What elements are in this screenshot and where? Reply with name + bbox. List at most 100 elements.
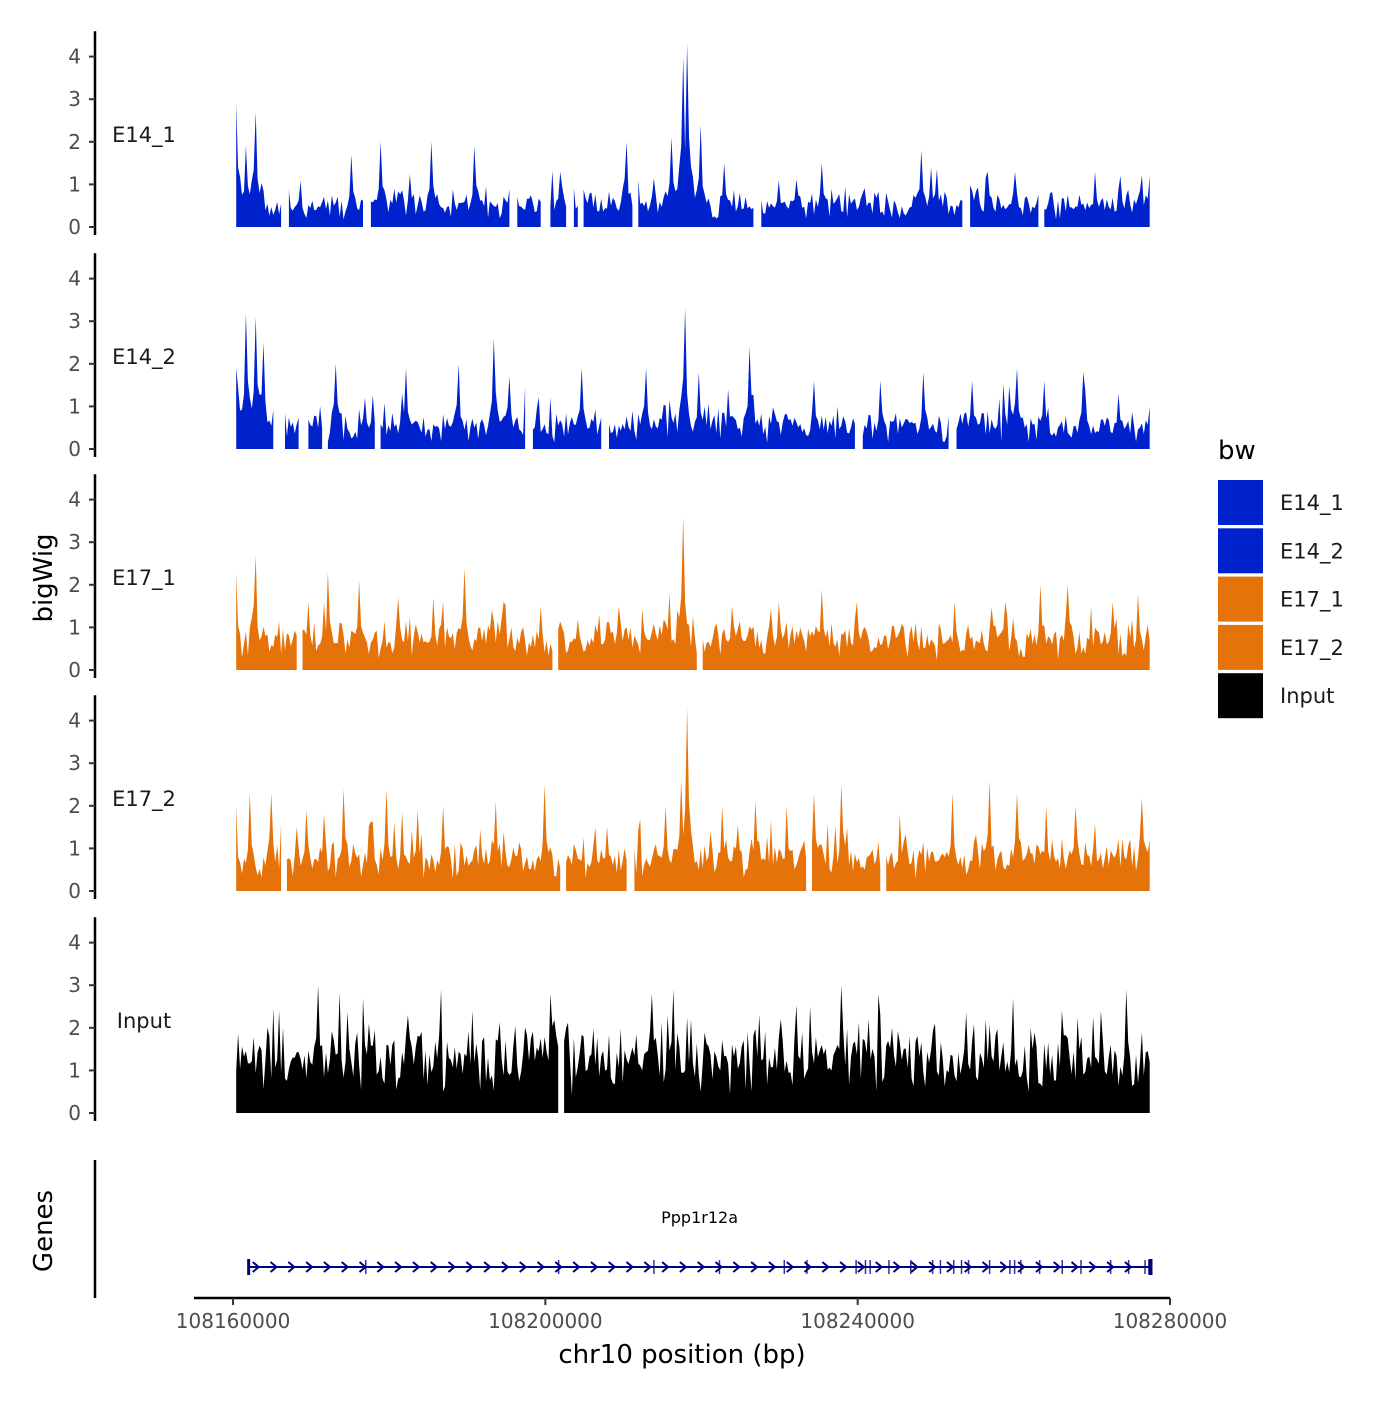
strand-arrow bbox=[625, 1261, 635, 1273]
strand-arrow bbox=[732, 1261, 741, 1273]
signal-area-E14_1 bbox=[573, 188, 578, 227]
y-tick-label: 2 bbox=[68, 352, 81, 376]
y-tick-label: 3 bbox=[68, 530, 81, 554]
signal-area-E14_1 bbox=[517, 195, 541, 227]
y-tick-label: 0 bbox=[68, 437, 81, 461]
y-tick-label: 3 bbox=[68, 751, 81, 775]
signal-area-E14_1 bbox=[583, 141, 633, 227]
gene-label: Ppp1r12a bbox=[661, 1208, 738, 1227]
track-E17_2: 0 1 2 3 4 E17_2 bbox=[68, 695, 1150, 903]
strand-arrow bbox=[1017, 1261, 1026, 1273]
x-axis: 108160000 108200000 108240000 108280000 bbox=[176, 1296, 1228, 1333]
signal-area-E17_2 bbox=[634, 707, 807, 891]
y-tick-label: 1 bbox=[68, 1058, 81, 1082]
strand-arrow bbox=[661, 1261, 670, 1273]
y-tick-label: 0 bbox=[68, 215, 81, 239]
legend-label-Input: Input bbox=[1280, 684, 1334, 708]
strand-arrow bbox=[394, 1261, 403, 1273]
track-label: E14_2 bbox=[112, 345, 176, 370]
signal-area-E14_2 bbox=[380, 338, 526, 449]
signal-area-E14_1 bbox=[638, 43, 754, 227]
signal-area-Input bbox=[236, 985, 559, 1113]
legend-swatch-E14_2 bbox=[1218, 528, 1263, 574]
x-tick-label: 108200000 bbox=[488, 1309, 603, 1333]
y-tick-label: 3 bbox=[68, 973, 81, 997]
y-tick-label: 4 bbox=[68, 709, 81, 733]
strand-arrow bbox=[697, 1261, 706, 1273]
track-Input: 0 1 2 3 4 Input bbox=[68, 917, 1150, 1125]
y-tick-label: 3 bbox=[68, 87, 81, 111]
legend-swatch-E17_1 bbox=[1218, 576, 1263, 622]
strand-arrow bbox=[1088, 1261, 1097, 1273]
signal-area-E14_2 bbox=[285, 412, 299, 449]
legend-label-E14_1: E14_1 bbox=[1280, 491, 1344, 516]
signal-area-E17_1 bbox=[302, 567, 553, 670]
strand-arrow bbox=[590, 1261, 599, 1273]
strand-arrow bbox=[875, 1261, 884, 1273]
track-label: E14_1 bbox=[112, 123, 176, 148]
strand-arrow bbox=[447, 1261, 457, 1273]
strand-arrow bbox=[999, 1261, 1008, 1273]
signal-area-E14_1 bbox=[370, 141, 510, 227]
strand-arrow bbox=[946, 1261, 955, 1273]
strand-arrow bbox=[679, 1261, 688, 1273]
x-tick-label: 108160000 bbox=[176, 1309, 291, 1333]
y-tick-label: 0 bbox=[68, 879, 81, 903]
strand-arrow bbox=[768, 1261, 777, 1273]
strand-arrow bbox=[1053, 1261, 1062, 1273]
y-tick-label: 2 bbox=[68, 794, 81, 818]
genes-axis-title: Genes bbox=[29, 1190, 59, 1272]
track-E17_1: 0 1 2 3 4 E17_1 bbox=[68, 474, 1150, 682]
signal-area-E14_2 bbox=[956, 368, 1150, 449]
legend-label-E14_2: E14_2 bbox=[1280, 539, 1344, 564]
signal-area-Input bbox=[564, 985, 1150, 1113]
legend-title: bw bbox=[1218, 436, 1256, 466]
y-tick-label: 4 bbox=[68, 488, 81, 512]
signal-area-E17_1 bbox=[236, 555, 297, 670]
signal-area-E17_2 bbox=[236, 793, 282, 891]
strand-arrow bbox=[981, 1261, 991, 1273]
signal-area-E14_2 bbox=[236, 312, 274, 449]
signal-area-E14_2 bbox=[609, 308, 855, 449]
strand-arrow bbox=[341, 1261, 350, 1273]
signal-area-E17_1 bbox=[702, 584, 1150, 670]
strand-arrow bbox=[287, 1261, 296, 1273]
strand-arrow bbox=[1106, 1261, 1115, 1273]
signal-area-E14_1 bbox=[550, 170, 567, 227]
strand-arrow bbox=[608, 1261, 617, 1273]
y-tick-label: 4 bbox=[68, 931, 81, 955]
legend-swatch-E17_2 bbox=[1218, 624, 1263, 670]
signal-area-E14_1 bbox=[236, 103, 282, 227]
strand-arrow bbox=[412, 1261, 421, 1273]
strand-arrow bbox=[269, 1261, 279, 1273]
track-label: E17_2 bbox=[112, 787, 176, 812]
signal-area-E17_1 bbox=[558, 516, 697, 670]
strand-arrow bbox=[1124, 1261, 1133, 1273]
bigwig-tracks: 0 1 2 3 4 E14_1 0 1 2 3 4 E14_2 0 1 2 3 4 E17_1 0 1 2 3 4 E17_2… bbox=[68, 31, 1150, 1125]
signal-area-E17_2 bbox=[812, 784, 881, 891]
strand-arrow bbox=[928, 1261, 937, 1273]
strand-arrow bbox=[376, 1261, 385, 1273]
track-E14_1: 0 1 2 3 4 E14_1 bbox=[68, 31, 1150, 239]
legend-swatch-Input bbox=[1218, 673, 1263, 719]
x-axis-title: chr10 position (bp) bbox=[558, 1340, 805, 1370]
track-label: E17_1 bbox=[112, 566, 176, 591]
signal-area-E17_2 bbox=[566, 826, 627, 891]
legend-label-E17_2: E17_2 bbox=[1280, 636, 1344, 661]
signal-area-E14_2 bbox=[308, 406, 323, 449]
track-E14_2: 0 1 2 3 4 E14_2 bbox=[68, 253, 1150, 461]
y-tick-label: 2 bbox=[68, 573, 81, 597]
y-tick-label: 2 bbox=[68, 130, 81, 154]
signal-area-E14_1 bbox=[970, 171, 1039, 227]
x-tick-label: 108280000 bbox=[1113, 1309, 1228, 1333]
y-tick-label: 1 bbox=[68, 615, 81, 639]
strand-arrow bbox=[786, 1261, 795, 1273]
strand-arrow bbox=[465, 1261, 474, 1273]
y-tick-label: 4 bbox=[68, 267, 81, 291]
y-tick-label: 0 bbox=[68, 1101, 81, 1125]
legend-label-E17_1: E17_1 bbox=[1280, 588, 1344, 613]
strand-arrow bbox=[892, 1261, 902, 1273]
strand-arrow bbox=[714, 1261, 724, 1273]
